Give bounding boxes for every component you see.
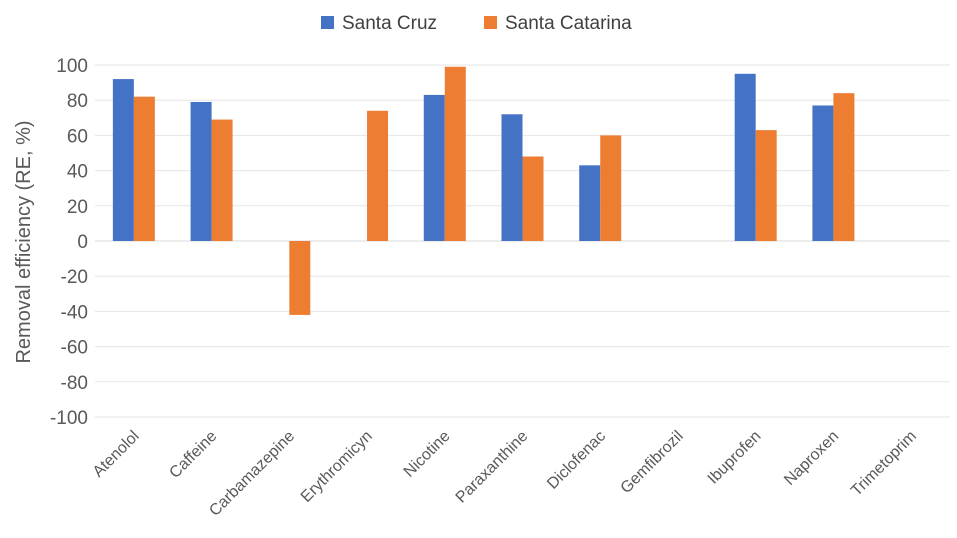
bar-santa-cruz <box>812 105 834 241</box>
y-tick-label: -40 <box>61 302 88 323</box>
bar-santa-cruz <box>423 94 445 241</box>
bar-santa-cruz <box>579 165 601 241</box>
x-category-label: Trimetoprim <box>848 428 920 500</box>
legend-label: Santa Cruz <box>342 13 437 34</box>
y-axis-ticks: 100 80 60 40 20 0 -20 -40 -60 -80 -100 <box>50 56 88 429</box>
bar-santa-catarina <box>367 110 389 241</box>
x-category-label: Nicotine <box>401 428 454 481</box>
bar-santa-catarina <box>833 93 855 241</box>
y-tick-label: 80 <box>67 91 88 112</box>
x-category-label: Atenolol <box>90 428 143 481</box>
x-category-label: Caffeine <box>166 428 220 482</box>
x-category-label: Ibuprofen <box>705 428 765 488</box>
x-category-label: Diclofenac <box>544 428 609 493</box>
y-tick-label: 100 <box>56 56 88 77</box>
x-category-label: Gemfibrozil <box>618 428 687 497</box>
legend-swatch <box>321 16 334 29</box>
x-category-label: Naproxen <box>781 428 842 489</box>
legend-label: Santa Catarina <box>505 13 632 34</box>
bar-santa-cruz <box>112 79 134 241</box>
y-tick-label: -20 <box>61 267 88 288</box>
bar-santa-catarina <box>211 119 233 241</box>
y-tick-label: -80 <box>61 373 88 394</box>
y-tick-label: 20 <box>67 197 88 218</box>
bar-santa-catarina <box>444 66 466 241</box>
bar-santa-cruz <box>734 73 756 241</box>
y-tick-label: 0 <box>77 232 88 253</box>
y-axis-title: Removal efficiency (RE, %) <box>13 120 35 363</box>
y-tick-label: -100 <box>50 408 88 429</box>
x-category-label: Carbamazepine <box>206 428 298 520</box>
x-category-label: Erythromicyn <box>298 428 376 506</box>
y-tick-label: 40 <box>67 162 88 183</box>
bar-santa-catarina <box>755 130 777 241</box>
bar-santa-cruz <box>190 101 212 242</box>
bar-santa-catarina <box>522 156 544 241</box>
bars <box>112 66 855 315</box>
legend: Santa Cruz Santa Catarina <box>321 13 632 34</box>
bar-santa-catarina <box>600 135 622 241</box>
y-tick-label: -60 <box>61 338 88 359</box>
legend-swatch <box>484 16 497 29</box>
x-category-label: Paraxanthine <box>453 428 532 507</box>
bar-santa-catarina <box>289 241 311 315</box>
y-tick-label: 60 <box>67 126 88 147</box>
bar-santa-catarina <box>133 96 155 242</box>
bar-santa-cruz <box>501 114 523 241</box>
